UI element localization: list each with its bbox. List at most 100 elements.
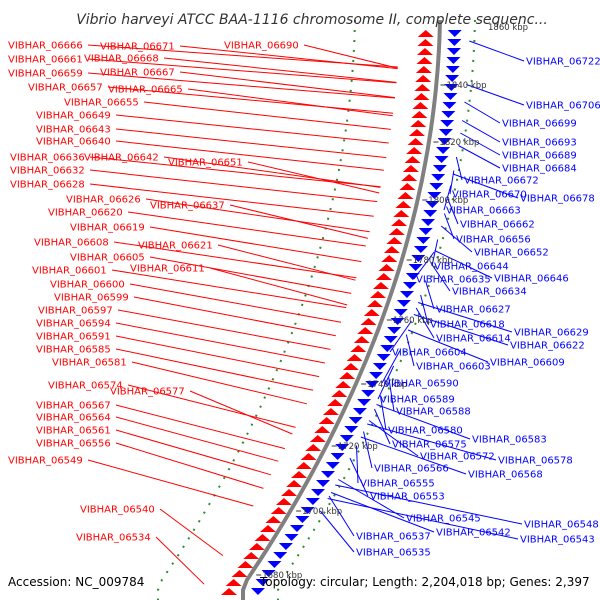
left-gene-label[interactable]: VIBHAR_06621 (138, 241, 213, 252)
right-gene-label[interactable]: VIBHAR_06583 (472, 435, 547, 446)
left-gene-label[interactable]: VIBHAR_06643 (36, 125, 111, 136)
right-gene-label[interactable]: VIBHAR_06614 (436, 334, 511, 345)
right-gene-label[interactable]: VIBHAR_06656 (456, 235, 531, 246)
left-gene-label[interactable]: VIBHAR_06632 (10, 166, 85, 177)
right-gene-label[interactable]: VIBHAR_06555 (360, 479, 435, 490)
right-gene-label[interactable]: VIBHAR_06545 (406, 514, 481, 525)
left-gene-label[interactable]: VIBHAR_06594 (36, 319, 111, 330)
left-gene-label[interactable]: VIBHAR_06628 (10, 180, 85, 191)
kbp-tick-label: 1780 kbp (413, 256, 453, 266)
right-gene-label[interactable]: VIBHAR_06672 (464, 176, 539, 187)
left-gene-label[interactable]: VIBHAR_06671 (100, 42, 175, 53)
left-gene-label[interactable]: VIBHAR_06619 (70, 223, 145, 234)
left-gene-label[interactable]: VIBHAR_06561 (36, 426, 111, 437)
left-gene-label[interactable]: VIBHAR_06649 (36, 111, 111, 122)
left-gene-label[interactable]: VIBHAR_06549 (8, 456, 83, 467)
left-gene-label[interactable]: VIBHAR_06665 (108, 85, 183, 96)
right-gene-label[interactable]: VIBHAR_06699 (502, 119, 577, 130)
right-gene-label[interactable]: VIBHAR_06575 (392, 440, 467, 451)
left-gene-label[interactable]: VIBHAR_06655 (64, 98, 139, 109)
left-gene-label[interactable]: VIBHAR_06661 (8, 55, 83, 66)
left-gene-label[interactable]: VIBHAR_06585 (36, 345, 111, 356)
right-gene-label[interactable]: VIBHAR_06603 (416, 362, 491, 373)
left-gene-label[interactable]: VIBHAR_06642 (84, 153, 159, 164)
left-gene-label[interactable]: VIBHAR_06657 (28, 83, 103, 94)
left-gene-label[interactable]: VIBHAR_06556 (36, 439, 111, 450)
left-gene-label[interactable]: VIBHAR_06600 (50, 280, 125, 291)
left-gene-label[interactable]: VIBHAR_06591 (36, 332, 111, 343)
right-gene-label[interactable]: VIBHAR_06663 (446, 206, 521, 217)
right-gene-label[interactable]: VIBHAR_06590 (384, 379, 459, 390)
left-gene-label[interactable]: VIBHAR_06564 (36, 413, 111, 424)
left-gene-label[interactable]: VIBHAR_06574 (48, 381, 123, 392)
right-leader-line (461, 120, 501, 143)
right-gene-label[interactable]: VIBHAR_06572 (420, 452, 495, 463)
right-gene-label[interactable]: VIBHAR_06693 (502, 138, 577, 149)
kbp-tick-label: 1800 kbp (428, 196, 468, 206)
right-gene-label[interactable]: VIBHAR_06662 (460, 220, 535, 231)
left-gene-label[interactable]: VIBHAR_06540 (80, 505, 155, 516)
left-gene-label[interactable]: VIBHAR_06599 (54, 293, 129, 304)
right-gene-label[interactable]: VIBHAR_06634 (452, 287, 527, 298)
left-leader-line (129, 283, 342, 323)
right-gene-label[interactable]: VIBHAR_06588 (396, 407, 471, 418)
right-gene-label[interactable]: VIBHAR_06604 (392, 348, 467, 359)
right-gene-label[interactable]: VIBHAR_06537 (356, 532, 431, 543)
right-gene-label[interactable]: VIBHAR_06542 (436, 528, 511, 539)
right-gene-label[interactable]: VIBHAR_06678 (520, 194, 595, 205)
right-gene-label[interactable]: VIBHAR_06635 (416, 275, 491, 286)
right-gene-label[interactable]: VIBHAR_06652 (474, 248, 549, 259)
left-gene-label[interactable]: VIBHAR_06666 (8, 41, 83, 52)
left-gene-label[interactable]: VIBHAR_06601 (32, 266, 107, 277)
right-gene-label[interactable]: VIBHAR_06578 (498, 456, 573, 467)
left-strand-arrow (402, 165, 419, 172)
left-leader-line (87, 72, 395, 99)
right-gene-label[interactable]: VIBHAR_06670 (452, 190, 527, 201)
right-gene-label[interactable]: VIBHAR_06722 (526, 57, 600, 68)
left-gene-label[interactable]: VIBHAR_06620 (48, 208, 123, 219)
left-gene-label[interactable]: VIBHAR_06651 (168, 158, 243, 169)
left-gene-label[interactable]: VIBHAR_06597 (38, 306, 113, 317)
left-gene-label[interactable]: VIBHAR_06640 (36, 137, 111, 148)
left-strand-arrow (363, 309, 380, 316)
right-gene-label[interactable]: VIBHAR_06684 (502, 164, 577, 175)
right-strand-arrow (446, 57, 461, 64)
right-gene-label[interactable]: VIBHAR_06580 (388, 426, 463, 437)
left-gene-label[interactable]: VIBHAR_06690 (224, 41, 299, 52)
right-gene-label[interactable]: VIBHAR_06609 (490, 358, 565, 369)
left-gene-label[interactable]: VIBHAR_06611 (130, 264, 205, 275)
left-gene-label[interactable]: VIBHAR_06659 (8, 69, 83, 80)
right-strand-arrow (444, 84, 459, 91)
right-strand-arrow (251, 588, 265, 595)
left-gene-label[interactable]: VIBHAR_06636 (10, 153, 85, 164)
right-gene-label[interactable]: VIBHAR_06627 (436, 305, 511, 316)
right-gene-label[interactable]: VIBHAR_06646 (494, 274, 569, 285)
right-gene-label[interactable]: VIBHAR_06706 (526, 101, 600, 112)
right-gene-label[interactable]: VIBHAR_06589 (380, 395, 455, 406)
right-gene-label[interactable]: VIBHAR_06568 (468, 470, 543, 481)
right-gene-label[interactable]: VIBHAR_06622 (510, 341, 585, 352)
left-gene-label[interactable]: VIBHAR_06668 (84, 54, 159, 65)
right-gene-label[interactable]: VIBHAR_06553 (370, 492, 445, 503)
right-gene-label[interactable]: VIBHAR_06566 (374, 464, 449, 475)
left-gene-label[interactable]: VIBHAR_06567 (36, 401, 111, 412)
left-gene-label[interactable]: VIBHAR_06605 (70, 253, 145, 264)
left-gene-label[interactable]: VIBHAR_06608 (34, 238, 109, 249)
right-gene-label[interactable]: VIBHAR_06548 (524, 520, 599, 531)
left-gene-label[interactable]: VIBHAR_06577 (110, 387, 185, 398)
right-gene-label[interactable]: VIBHAR_06535 (356, 548, 431, 559)
right-gene-label[interactable]: VIBHAR_06629 (514, 328, 589, 339)
left-gene-label[interactable]: VIBHAR_06667 (100, 68, 175, 79)
right-leader-line (338, 479, 405, 519)
left-gene-label[interactable]: VIBHAR_06626 (66, 195, 141, 206)
right-gene-label[interactable]: VIBHAR_06543 (520, 535, 595, 546)
left-gene-label[interactable]: VIBHAR_06581 (52, 358, 127, 369)
right-gene-label[interactable]: VIBHAR_06618 (430, 320, 505, 331)
right-gene-label[interactable]: VIBHAR_06689 (502, 151, 577, 162)
right-gene-label[interactable]: VIBHAR_06644 (434, 262, 509, 273)
left-gene-label[interactable]: VIBHAR_06637 (150, 201, 225, 212)
left-gene-label[interactable]: VIBHAR_06534 (76, 533, 151, 544)
right-strand-arrow (405, 273, 420, 280)
left-strand-arrow (375, 273, 392, 280)
feature-track (157, 19, 476, 600)
